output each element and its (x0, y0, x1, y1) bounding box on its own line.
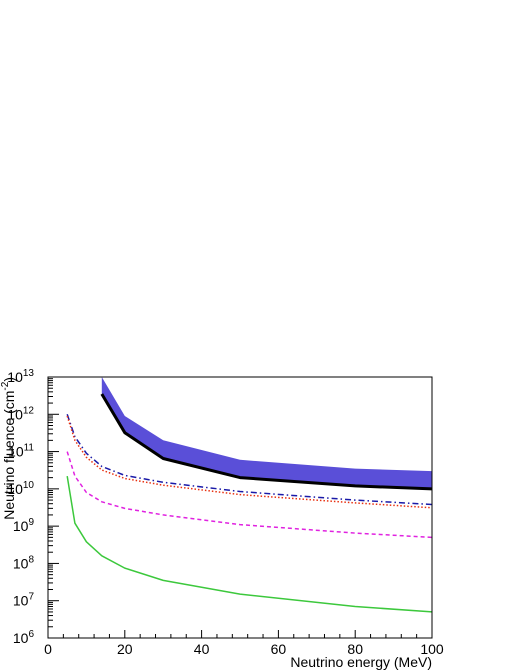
y-tick-exponent: 7 (28, 592, 34, 603)
y-axis-title-main: Neutrino fluence (cm (1, 391, 17, 520)
y-tick-label: 106 (13, 629, 35, 646)
series-line-3 (66, 415, 433, 509)
x-tick-label: 80 (347, 641, 363, 657)
series-line-5 (66, 475, 433, 613)
x-tick-label: 40 (194, 641, 210, 657)
x-tick-label: 100 (420, 641, 444, 657)
y-tick-exponent: 13 (23, 368, 35, 379)
y-tick-exponent: 9 (28, 517, 34, 528)
y-tick-exponent: 8 (28, 554, 34, 565)
y-tick-exponent: 11 (24, 443, 35, 454)
series-line-4 (66, 451, 433, 539)
uncertainty-band (101, 377, 433, 489)
y-tick-exponent: 6 (28, 629, 34, 640)
x-axis-ticks: 0 20 40 60 80 100 (44, 630, 444, 657)
plot-area (66, 377, 433, 613)
x-tick-label: 60 (271, 641, 287, 657)
plot-frame (47, 376, 433, 639)
x-tick-label: 20 (117, 641, 133, 657)
y-axis-title-exp: -2 (0, 381, 11, 390)
x-axis-title: Neutrino energy (MeV) (290, 654, 432, 670)
series-line-2 (66, 414, 433, 506)
y-axis-title-close: ) (1, 377, 17, 382)
y-tick-label: 107 (13, 592, 35, 609)
series-line-1 (100, 393, 433, 491)
y-axis-title: Neutrino fluence (cm-2) (0, 377, 17, 520)
y-tick-label: 108 (13, 554, 35, 571)
x-tick-label: 0 (44, 641, 52, 657)
y-tick-exponent: 12 (23, 405, 35, 416)
y-tick-exponent: 10 (23, 480, 35, 491)
